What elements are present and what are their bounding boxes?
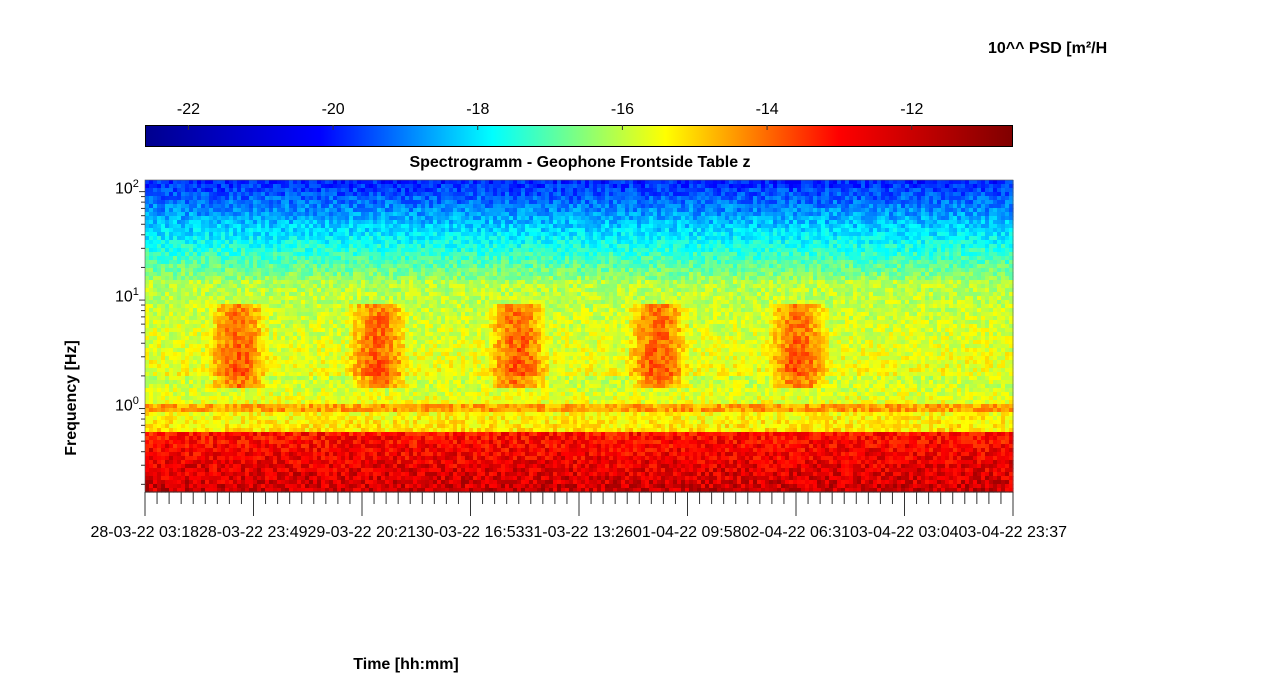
x-tick-label: 30-03-22 16:53	[416, 524, 525, 541]
x-tick-label: 02-04-22 06:31	[741, 524, 851, 541]
x-tick-label: 03-04-22 03:04	[850, 524, 959, 541]
colorbar-label: 10^^ PSD [m²/H	[988, 40, 1108, 57]
x-tick-label: 29-03-22 20:21	[307, 524, 417, 541]
x-tick-label: 31-03-22 13:26	[524, 524, 634, 541]
y-tick-label: 101	[115, 286, 139, 306]
x-tick-label: 28-03-22 23:49	[199, 524, 308, 541]
x-tick-label: 01-04-22 09:58	[633, 524, 742, 541]
colorbar	[145, 125, 1013, 147]
plot-frame	[144, 179, 1014, 493]
axes	[139, 125, 1014, 516]
chart-title: Spectrogramm - Geophone Frontside Table …	[409, 154, 751, 171]
colorbar-tick-label: -18	[466, 101, 490, 118]
x-tick-label: 03-04-22 23:37	[958, 524, 1068, 541]
colorbar-tick-label: -12	[900, 101, 924, 118]
colorbar-tick-label: -20	[321, 101, 345, 118]
spectrogram-heatmap	[145, 180, 1014, 493]
y-tick-label: 102	[115, 177, 139, 197]
colorbar-tick-label: -16	[610, 101, 635, 118]
x-tick-label: 28-03-22 03:18	[90, 524, 200, 541]
y-tick-label: 100	[115, 394, 139, 414]
y-axis-label: Frequency [Hz]	[63, 340, 80, 456]
colorbar-tick-label: -22	[176, 101, 201, 118]
x-axis-label: Time [hh:mm]	[353, 656, 459, 673]
colorbar-tick-label: -14	[755, 101, 779, 118]
